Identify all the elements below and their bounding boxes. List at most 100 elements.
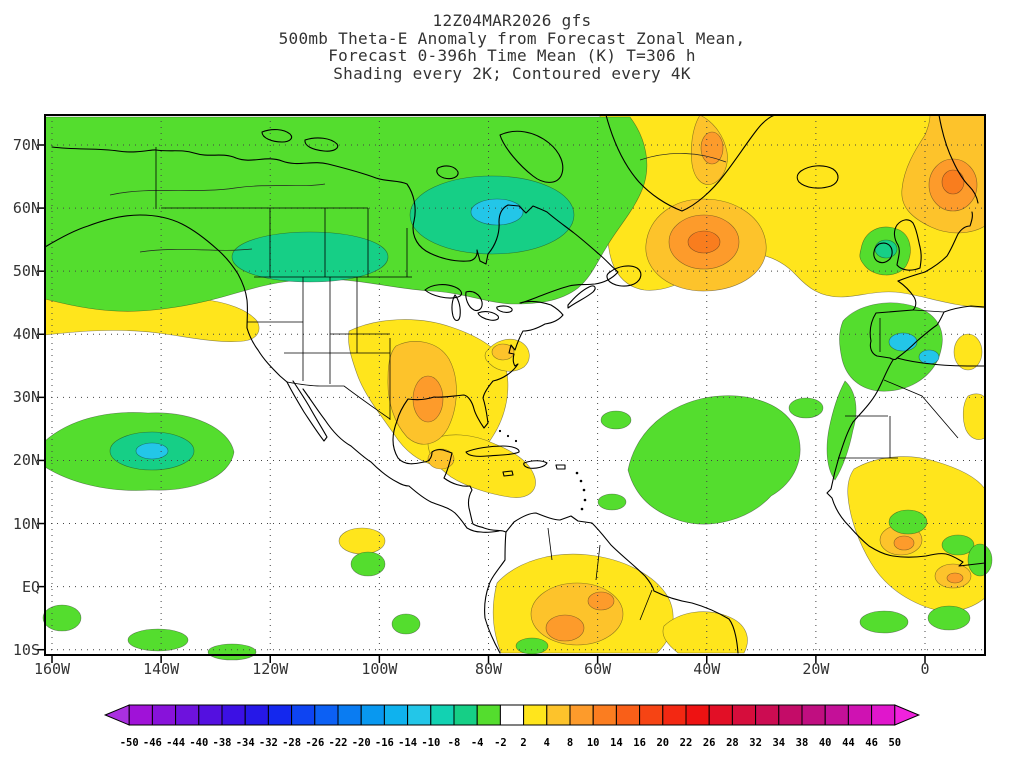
political-borders-layer <box>155 147 959 621</box>
contour-lines-layer <box>109 153 727 253</box>
border-us-mexico <box>286 381 391 420</box>
colorbar-segment <box>824 704 849 726</box>
border-spain-france <box>912 309 945 313</box>
colorbar-label: -44 <box>166 737 185 749</box>
lon-label-140W: 140W <box>143 660 180 678</box>
coast-baffin-island <box>499 130 564 183</box>
anomaly-orange-africa-1 <box>893 535 915 551</box>
coast-ireland <box>873 242 893 264</box>
lat-label-20N: 20N <box>12 451 40 470</box>
coast-africa-atlantic <box>826 359 986 567</box>
lat-label-70N: 70N <box>12 136 40 154</box>
colorbar-segment <box>430 704 455 726</box>
anom-cyan-northeast-pacific <box>135 442 169 460</box>
colorbar-label: -4 <box>471 737 484 749</box>
great-lakes <box>424 284 513 322</box>
colorbar-label: -28 <box>282 737 301 749</box>
colorbar-label: -38 <box>213 737 232 749</box>
colorbar-label: -22 <box>329 737 348 749</box>
anomaly-cyan-iberia-2 <box>918 349 940 365</box>
lat-label-30N: 30N <box>12 388 40 407</box>
anomaly-green-sw-3 <box>207 643 257 661</box>
lake-superior <box>424 284 463 299</box>
lon-label-60W: 60W <box>584 660 612 678</box>
colorbar-label: 2 <box>520 737 526 749</box>
colorbar-label: 46 <box>865 737 878 749</box>
colorbar-segment <box>360 704 385 726</box>
anomaly-orange-africa-2 <box>946 572 964 584</box>
colorbar-segment <box>383 704 409 726</box>
colorbar-segment <box>801 704 826 726</box>
colorbar-label: -34 <box>236 737 255 749</box>
lat-label-50N: 50N <box>12 262 40 281</box>
colorbar-label: 10 <box>587 737 600 749</box>
anomaly-green-africa-trop-1 <box>888 509 928 535</box>
coast-europe-channel-northsea <box>897 211 973 282</box>
colorbar-segment <box>546 704 571 726</box>
lake-erie <box>477 311 500 321</box>
colorbar-segment <box>662 704 687 726</box>
border-south-america-2 <box>595 544 601 581</box>
colorbar-label: -32 <box>259 737 278 749</box>
anomaly-teal-prairies <box>231 231 389 283</box>
colorbar-label: -10 <box>421 737 440 749</box>
colorbar-label: 32 <box>749 737 762 749</box>
colorbar-label: -20 <box>352 737 371 749</box>
colorbar-segment <box>198 704 223 726</box>
anomaly-green-subtropical-atlantic <box>627 395 801 525</box>
colorbar-segment <box>175 704 200 726</box>
map-frame <box>44 114 986 656</box>
coast-gulf-st-lawrence <box>520 271 619 304</box>
chart-title-line: 500mb Theta-E Anomaly from Forecast Zona… <box>278 28 746 48</box>
colorbar-label: 50 <box>888 737 901 749</box>
colorbar-segment <box>847 704 873 726</box>
colorbar-segment <box>337 704 362 726</box>
lesser-antilles-dots <box>498 429 587 511</box>
lon-label-40W: 40W <box>693 660 721 678</box>
anomaly-orange-colombia <box>545 614 585 642</box>
anomaly-yellow-mediterranean-edge <box>953 333 983 371</box>
anomaly-green-africa-coast <box>826 380 857 481</box>
lat-label-10S: 10S <box>12 640 40 659</box>
anomaly-green-atlantic-sat1 <box>600 410 632 430</box>
colorbar-label: 20 <box>656 737 669 749</box>
lon-label-0: 0 <box>920 660 930 678</box>
lon-label-120W: 120W <box>252 660 289 678</box>
coast-africa-mediterranean <box>896 357 986 367</box>
colorbar-segment <box>267 704 293 726</box>
coast-victoria-island <box>304 137 339 152</box>
coast-newfoundland <box>606 265 642 287</box>
lon-label-100W: 100W <box>361 660 398 678</box>
coast-southampton-island <box>436 165 459 180</box>
colorbar-segment <box>708 704 733 726</box>
coast-puerto-rico <box>555 464 566 470</box>
colorbar-segment <box>731 704 757 726</box>
contour-line <box>109 183 326 196</box>
colorbar-label: 38 <box>796 737 809 749</box>
coast-mexico-gulf-yucatan <box>392 420 507 533</box>
coast-baja-california <box>286 380 328 442</box>
lat-label-10N: 10N <box>12 514 40 533</box>
anomaly-green-sw-2 <box>127 628 189 652</box>
anomaly-green-africa-trop-4 <box>927 605 971 631</box>
anomaly-yellow-caribbean <box>427 434 536 498</box>
model-run-label: 12Z04MAR2026 gfs <box>432 11 592 30</box>
coast-cuba <box>465 445 520 457</box>
shading-interval-line: Shading every 2K; Contoured every 4K <box>333 63 691 83</box>
colorbar: -50 -46 -44 -40 -38 -34 -32 -28 -26 -22 -20 -16 -14-… <box>82 701 942 755</box>
anomaly-cyan-hudson <box>470 198 524 226</box>
colorbar-label: -40 <box>189 737 208 749</box>
coast-arctic-hudson-labrador <box>51 146 619 273</box>
colorbar-right-arrow <box>894 704 921 726</box>
colorbar-label: -50 <box>120 737 139 749</box>
lat-label-40N: 40N <box>12 325 40 344</box>
forecast-period-line: Forecast 0-396h Time Mean (K) T=306 h <box>328 46 696 65</box>
colorbar-label: 28 <box>726 737 739 749</box>
colorbar-label: 4 <box>544 737 550 749</box>
anomaly-yellow-east-pacific-spot <box>338 527 386 555</box>
colorbar-label: 14 <box>610 737 623 749</box>
lon-label-20W: 20W <box>802 660 830 678</box>
coast-france-biscay <box>897 280 917 311</box>
